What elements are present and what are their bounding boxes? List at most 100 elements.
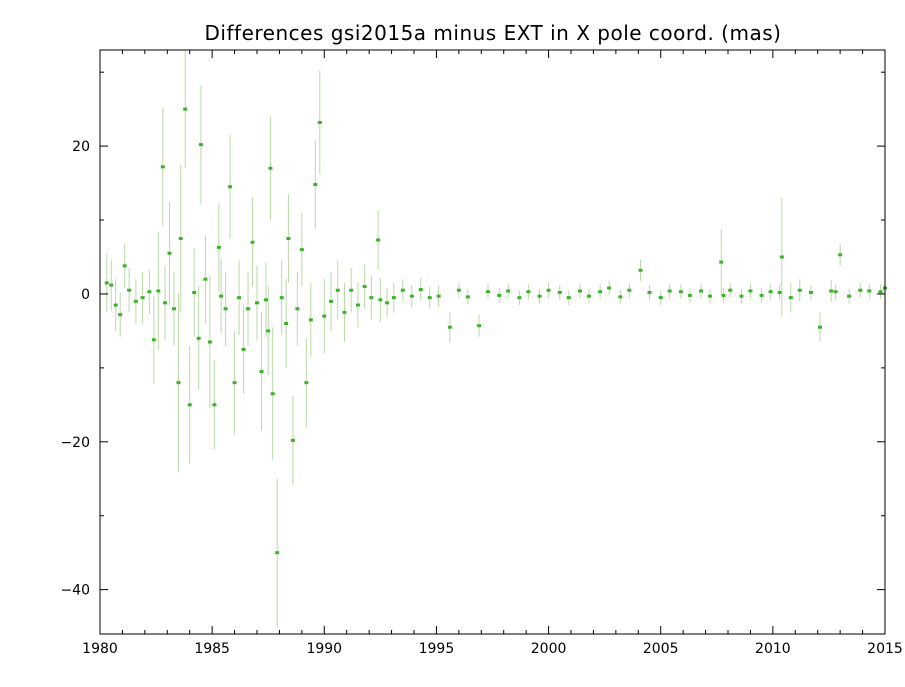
data-point bbox=[436, 294, 441, 298]
data-point bbox=[497, 293, 502, 297]
data-point bbox=[477, 324, 482, 328]
data-point bbox=[113, 303, 118, 307]
data-point bbox=[577, 289, 582, 293]
y-tick-label: 20 bbox=[72, 139, 90, 155]
error-bar-layer bbox=[106, 50, 886, 627]
data-point bbox=[203, 277, 208, 281]
data-point bbox=[223, 307, 228, 311]
data-point bbox=[748, 289, 753, 293]
data-point bbox=[308, 318, 313, 322]
data-point bbox=[708, 294, 713, 298]
data-point bbox=[140, 296, 145, 300]
data-point bbox=[817, 325, 822, 329]
data-point bbox=[418, 288, 423, 292]
data-point bbox=[355, 303, 360, 307]
data-point bbox=[566, 296, 571, 300]
data-point bbox=[290, 438, 295, 442]
data-point bbox=[739, 294, 744, 298]
data-point bbox=[349, 288, 354, 292]
data-point bbox=[163, 301, 168, 305]
data-point bbox=[295, 307, 300, 311]
data-point bbox=[263, 298, 268, 302]
data-point bbox=[385, 301, 390, 305]
data-point bbox=[486, 290, 491, 294]
data-point bbox=[187, 403, 192, 407]
data-point bbox=[178, 237, 183, 241]
data-point bbox=[304, 381, 309, 385]
data-point bbox=[878, 290, 883, 294]
data-point bbox=[192, 290, 197, 294]
data-point bbox=[447, 325, 452, 329]
data-point bbox=[400, 288, 405, 292]
data-point bbox=[586, 294, 591, 298]
data-point bbox=[313, 183, 318, 187]
data-point bbox=[109, 283, 114, 287]
data-point bbox=[759, 293, 764, 297]
data-point bbox=[526, 290, 531, 294]
y-tick-label: −20 bbox=[60, 435, 90, 451]
data-point bbox=[284, 322, 289, 326]
data-point bbox=[286, 237, 291, 241]
data-point bbox=[246, 307, 251, 311]
data-point bbox=[176, 381, 181, 385]
x-tick-label: 2015 bbox=[867, 641, 903, 657]
data-point bbox=[167, 251, 172, 255]
data-point bbox=[207, 340, 212, 344]
data-point bbox=[427, 296, 432, 300]
data-point bbox=[833, 290, 838, 294]
x-tick-label: 2000 bbox=[531, 641, 567, 657]
data-point bbox=[216, 245, 221, 249]
data-point bbox=[465, 295, 470, 299]
data-point bbox=[808, 290, 813, 294]
data-point bbox=[598, 290, 603, 294]
data-point bbox=[270, 392, 275, 396]
x-tick-label: 1985 bbox=[194, 641, 230, 657]
data-point bbox=[196, 336, 201, 340]
data-point bbox=[788, 296, 793, 300]
x-tick-label: 2005 bbox=[643, 641, 679, 657]
data-point bbox=[699, 289, 704, 293]
data-point bbox=[133, 299, 138, 303]
data-point bbox=[279, 296, 284, 300]
data-point bbox=[867, 289, 872, 293]
data-point bbox=[847, 294, 852, 298]
data-point bbox=[342, 310, 347, 314]
data-point bbox=[151, 338, 156, 342]
data-point bbox=[259, 370, 264, 374]
data-point bbox=[317, 120, 322, 124]
data-point bbox=[537, 294, 542, 298]
data-point bbox=[156, 289, 161, 293]
data-point bbox=[104, 281, 109, 285]
data-point bbox=[172, 307, 177, 311]
data-point bbox=[658, 296, 663, 300]
data-point bbox=[858, 288, 863, 292]
data-point bbox=[198, 143, 203, 147]
data-point bbox=[728, 288, 733, 292]
data-point bbox=[409, 294, 414, 298]
y-tick-label: 0 bbox=[81, 287, 90, 303]
data-point bbox=[241, 347, 246, 351]
data-point-layer bbox=[104, 107, 887, 555]
data-point bbox=[678, 290, 683, 294]
data-point bbox=[838, 253, 843, 257]
data-point bbox=[687, 293, 692, 297]
data-point bbox=[546, 288, 551, 292]
data-point bbox=[237, 296, 242, 300]
data-point bbox=[391, 296, 396, 300]
data-point bbox=[362, 285, 367, 289]
data-point bbox=[506, 289, 511, 293]
data-point bbox=[777, 290, 782, 294]
x-tick-label: 1980 bbox=[82, 641, 118, 657]
data-point bbox=[250, 240, 255, 244]
data-point bbox=[607, 286, 612, 290]
y-tick-label: −40 bbox=[60, 583, 90, 599]
x-tick-label: 2010 bbox=[755, 641, 791, 657]
data-point bbox=[268, 166, 273, 170]
data-point bbox=[638, 268, 643, 272]
data-point bbox=[127, 288, 132, 292]
axis-tick-layer: 1980 1985 1990 1995 2000 2005 2010 2015 −40 −20 0 2… bbox=[60, 50, 903, 657]
data-point bbox=[147, 290, 152, 294]
data-point bbox=[797, 288, 802, 292]
data-point bbox=[335, 288, 340, 292]
